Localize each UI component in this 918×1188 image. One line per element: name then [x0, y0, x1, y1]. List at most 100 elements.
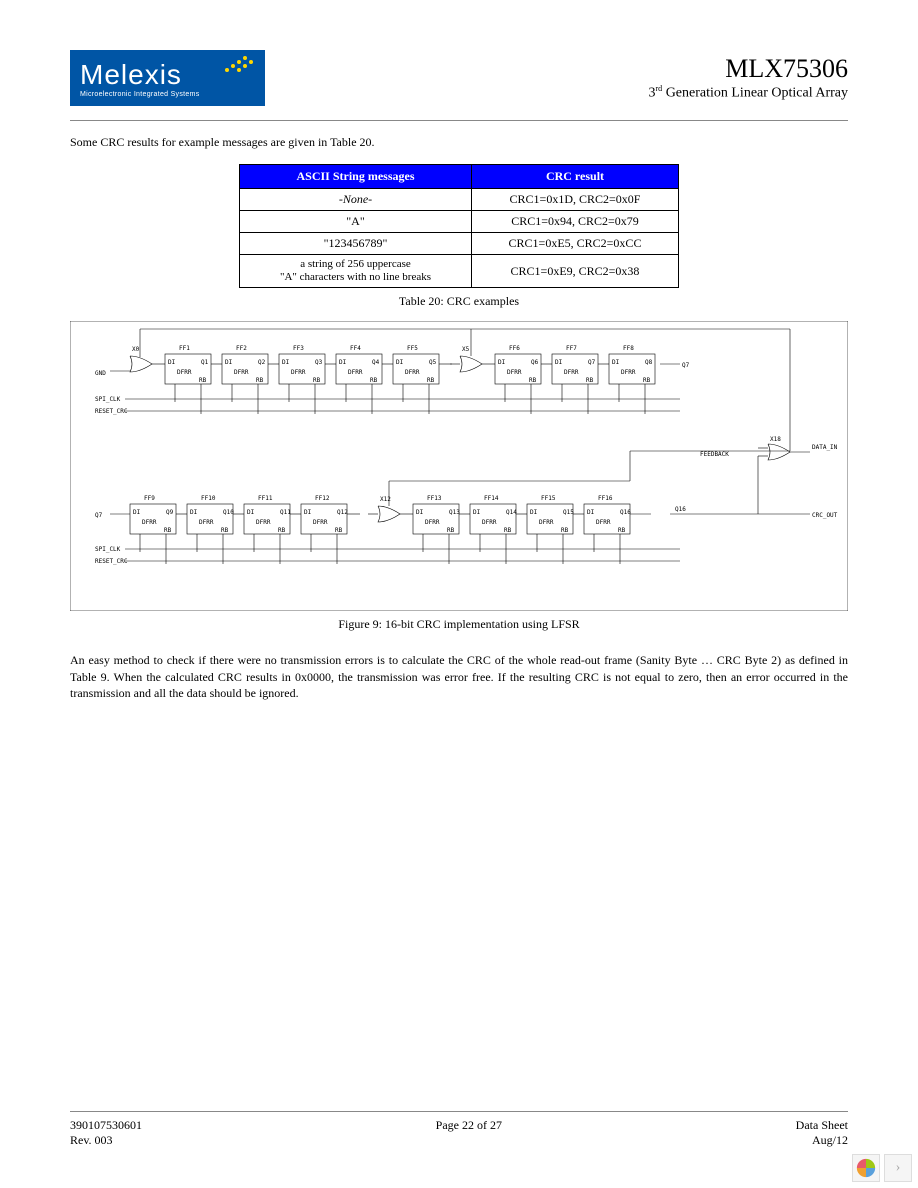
table-cell: "123456789" — [240, 233, 472, 255]
svg-text:FF6: FF6 — [509, 345, 520, 352]
svg-text:RB: RB — [221, 527, 229, 534]
svg-text:RB: RB — [313, 377, 321, 384]
col-header: ASCII String messages — [240, 165, 472, 189]
svg-text:RB: RB — [256, 377, 264, 384]
table-header-row: ASCII String messages CRC result — [240, 165, 679, 189]
svg-text:DI: DI — [339, 359, 347, 366]
svg-text:DFRR: DFRR — [256, 519, 271, 526]
svg-text:DATA_IN: DATA_IN — [812, 444, 838, 451]
logo-dots — [225, 56, 255, 76]
svg-text:RB: RB — [586, 377, 594, 384]
footer-row: 390107530601 Page 22 of 27 Data Sheet — [70, 1118, 848, 1133]
svg-text:DI: DI — [498, 359, 506, 366]
svg-text:FF14: FF14 — [484, 495, 499, 502]
svg-text:Q3: Q3 — [315, 359, 323, 366]
svg-text:DFRR: DFRR — [596, 519, 611, 526]
svg-text:FF16: FF16 — [598, 495, 613, 502]
table-row: "A" CRC1=0x94, CRC2=0x79 — [240, 211, 679, 233]
svg-text:DFRR: DFRR — [142, 519, 157, 526]
crc-table: ASCII String messages CRC result -None- … — [239, 164, 679, 288]
svg-text:DI: DI — [587, 509, 595, 516]
svg-text:Q1: Q1 — [201, 359, 209, 366]
svg-text:FF7: FF7 — [566, 345, 577, 352]
svg-text:DI: DI — [396, 359, 404, 366]
svg-text:DFRR: DFRR — [199, 519, 214, 526]
svg-text:DI: DI — [168, 359, 176, 366]
part-number: MLX75306 — [649, 54, 848, 84]
svg-text:RB: RB — [335, 527, 343, 534]
svg-text:RB: RB — [199, 377, 207, 384]
lfsr-diagram: GND X0 FF1 DI Q1 DFRR RB FF2 DI Q2 DFRR … — [70, 321, 848, 611]
svg-text:Q14: Q14 — [506, 509, 517, 516]
viewer-nav-widget: › — [852, 1154, 912, 1182]
svg-text:X18: X18 — [770, 436, 781, 443]
svg-text:FF9: FF9 — [144, 495, 155, 502]
svg-text:DFRR: DFRR — [348, 369, 363, 376]
svg-text:RB: RB — [370, 377, 378, 384]
subtitle-rest: Generation Linear Optical Array — [662, 86, 848, 101]
table-row: a string of 256 uppercase "A" characters… — [240, 255, 679, 288]
table-row: "123456789" CRC1=0xE5, CRC2=0xCC — [240, 233, 679, 255]
svg-text:Q7: Q7 — [588, 359, 596, 366]
svg-text:DI: DI — [225, 359, 233, 366]
svg-text:X0: X0 — [132, 346, 140, 353]
footer-date: Aug/12 — [812, 1133, 848, 1148]
col-header: CRC result — [472, 165, 679, 189]
svg-text:RESET_CRC: RESET_CRC — [95, 408, 128, 415]
svg-text:DFRR: DFRR — [482, 519, 497, 526]
svg-text:FF5: FF5 — [407, 345, 418, 352]
svg-text:FF13: FF13 — [427, 495, 442, 502]
svg-text:DI: DI — [612, 359, 620, 366]
svg-text:DFRR: DFRR — [621, 369, 636, 376]
table-cell: CRC1=0xE9, CRC2=0x38 — [472, 255, 679, 288]
svg-text:RB: RB — [278, 527, 286, 534]
svg-text:FF1: FF1 — [179, 345, 190, 352]
subtitle-prefix: 3 — [649, 86, 656, 101]
intro-text: Some CRC results for example messages ar… — [70, 135, 848, 150]
footer-page: Page 22 of 27 — [436, 1118, 502, 1133]
chevron-right-icon: › — [896, 1160, 901, 1176]
table-cell: -None- — [240, 189, 472, 211]
svg-text:Q4: Q4 — [372, 359, 380, 366]
svg-text:Q16: Q16 — [620, 509, 631, 516]
svg-text:DI: DI — [416, 509, 424, 516]
svg-text:Q2: Q2 — [258, 359, 266, 366]
viewer-logo-icon[interactable] — [852, 1154, 880, 1182]
figure-caption: Figure 9: 16-bit CRC implementation usin… — [70, 617, 848, 632]
svg-text:DI: DI — [133, 509, 141, 516]
subtitle: 3rd Generation Linear Optical Array — [649, 84, 848, 102]
next-page-button[interactable]: › — [884, 1154, 912, 1182]
cell-line: a string of 256 uppercase — [300, 258, 411, 270]
header-right: MLX75306 3rd Generation Linear Optical A… — [649, 50, 848, 102]
svg-text:RESET_CRC: RESET_CRC — [95, 558, 128, 565]
header: Melexis Microelectronic Integrated Syste… — [70, 50, 848, 106]
svg-text:RB: RB — [447, 527, 455, 534]
svg-text:RB: RB — [643, 377, 651, 384]
svg-text:Q9: Q9 — [166, 509, 174, 516]
svg-text:DI: DI — [190, 509, 198, 516]
footer-row: Rev. 003 Aug/12 — [70, 1133, 848, 1148]
svg-text:DI: DI — [282, 359, 290, 366]
svg-text:DFRR: DFRR — [564, 369, 579, 376]
svg-text:FF2: FF2 — [236, 345, 247, 352]
svg-text:DFRR: DFRR — [234, 369, 249, 376]
svg-text:Q5: Q5 — [429, 359, 437, 366]
page: Melexis Microelectronic Integrated Syste… — [0, 0, 918, 1188]
svg-text:SPI_CLK: SPI_CLK — [95, 396, 121, 403]
svg-text:FF15: FF15 — [541, 495, 556, 502]
svg-text:Q12: Q12 — [337, 509, 348, 516]
svg-text:Q13: Q13 — [449, 509, 460, 516]
svg-text:SPI_CLK: SPI_CLK — [95, 546, 121, 553]
svg-text:FF10: FF10 — [201, 495, 216, 502]
logo-tagline: Microelectronic Integrated Systems — [80, 91, 265, 98]
svg-text:DI: DI — [530, 509, 538, 516]
svg-text:RB: RB — [618, 527, 626, 534]
svg-text:DFRR: DFRR — [405, 369, 420, 376]
svg-text:FF8: FF8 — [623, 345, 634, 352]
svg-text:DFRR: DFRR — [539, 519, 554, 526]
svg-text:FF11: FF11 — [258, 495, 273, 502]
table-cell: "A" — [240, 211, 472, 233]
svg-text:Q8: Q8 — [645, 359, 653, 366]
body-paragraph: An easy method to check if there were no… — [70, 652, 848, 701]
header-rule — [70, 120, 848, 121]
